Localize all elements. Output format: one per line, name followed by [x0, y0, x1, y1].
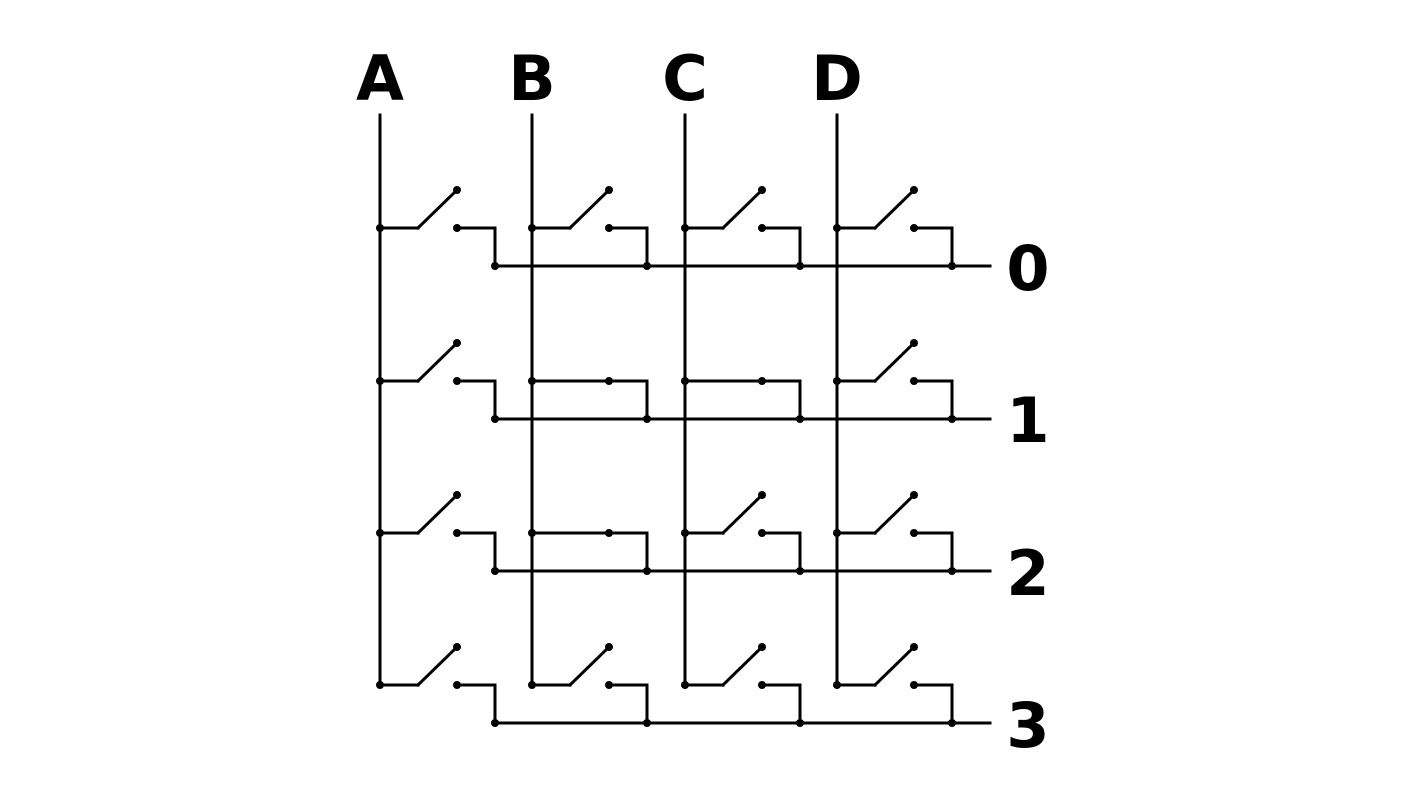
row-label-2: 2 [1006, 537, 1049, 610]
switch-r3-c0-drop-wire [455, 683, 497, 725]
switch-r1-c3-open-lever [872, 340, 917, 384]
switch-r0-c3-row-node [948, 262, 956, 270]
column-labels: A B C D [356, 42, 863, 115]
switch-r0-c3-open-lever [872, 187, 917, 231]
switch-r1-c0-lever-tip [453, 339, 461, 347]
column-label-d: D [811, 42, 862, 115]
switch-r2-c2-lever-tip [758, 491, 766, 499]
switch-r0-c0-lever-tip [453, 186, 461, 194]
switch-r1-c0-row-node [491, 415, 499, 423]
switch-r2-c1-drop-wire [607, 531, 649, 573]
switch-r1-c1-drop-wire [607, 379, 649, 421]
switch-r1-c0-open-lever [415, 340, 460, 384]
switch-r1-c3-lever-tip [910, 339, 918, 347]
switch-r1-c3-drop-wire [912, 379, 954, 421]
switch-r1-c3-row-node [948, 415, 956, 423]
switch-r2-c2-drop-wire [760, 531, 802, 573]
column-label-b: B [508, 42, 555, 115]
row-label-0: 0 [1006, 232, 1049, 305]
switch-r3-c3-drop-wire [912, 683, 954, 725]
switch-r1-c0-drop-wire [455, 379, 497, 421]
switch-r3-c0-lever-tip [453, 643, 461, 651]
switch-r2-c0-row-node [491, 567, 499, 575]
switch-r0-c1-row-node [643, 262, 651, 270]
switch-r1-c2-drop-wire [760, 379, 802, 421]
switch-r0-c2-open-lever [720, 187, 765, 231]
switch-r0-c2-row-node [796, 262, 804, 270]
switch-r3-c1-drop-wire [607, 683, 649, 725]
switch-r3-c1-lever-tip [605, 643, 613, 651]
row-label-3: 3 [1006, 689, 1049, 762]
switch-r2-c1-row-node [643, 567, 651, 575]
switch-r3-c1-open-lever [567, 644, 612, 688]
switch-r3-c3-row-node [948, 719, 956, 727]
switch-r0-c1-drop-wire [607, 226, 649, 268]
switch-r1-c2-row-node [796, 415, 804, 423]
switch-r0-c0-row-node [491, 262, 499, 270]
switch-r0-c1-lever-tip [605, 186, 613, 194]
row-label-1: 1 [1006, 384, 1049, 457]
switch-r2-c3-drop-wire [912, 531, 954, 573]
switch-r3-c2-drop-wire [760, 683, 802, 725]
column-label-a: A [356, 42, 404, 115]
row-labels: 0 1 2 3 [1006, 232, 1049, 762]
switch-r2-c2-open-lever [720, 492, 765, 536]
switch-r1-c1-row-node [643, 415, 651, 423]
switch-r0-c3-lever-tip [910, 186, 918, 194]
switch-r2-c3-lever-tip [910, 491, 918, 499]
switch-r0-c3-drop-wire [912, 226, 954, 268]
switch-r2-c2-row-node [796, 567, 804, 575]
switch-r3-c2-open-lever [720, 644, 765, 688]
switch-r2-c3-open-lever [872, 492, 917, 536]
switch-r2-c0-drop-wire [455, 531, 497, 573]
switch-r3-c0-row-node [491, 719, 499, 727]
switch-r3-c0-open-lever [415, 644, 460, 688]
switch-r3-c2-row-node [796, 719, 804, 727]
switch-r3-c2-lever-tip [758, 643, 766, 651]
circuit-wires [376, 113, 992, 727]
column-label-c: C [662, 42, 708, 115]
switch-r3-c1-row-node [643, 719, 651, 727]
switch-r0-c2-drop-wire [760, 226, 802, 268]
switch-r2-c0-open-lever [415, 492, 460, 536]
switch-r2-c3-row-node [948, 567, 956, 575]
switch-r3-c3-lever-tip [910, 643, 918, 651]
switch-r2-c0-lever-tip [453, 491, 461, 499]
switch-r0-c0-drop-wire [455, 226, 497, 268]
switch-r0-c0-open-lever [415, 187, 460, 231]
switch-r0-c2-lever-tip [758, 186, 766, 194]
switch-r0-c1-open-lever [567, 187, 612, 231]
switch-r3-c3-open-lever [872, 644, 917, 688]
